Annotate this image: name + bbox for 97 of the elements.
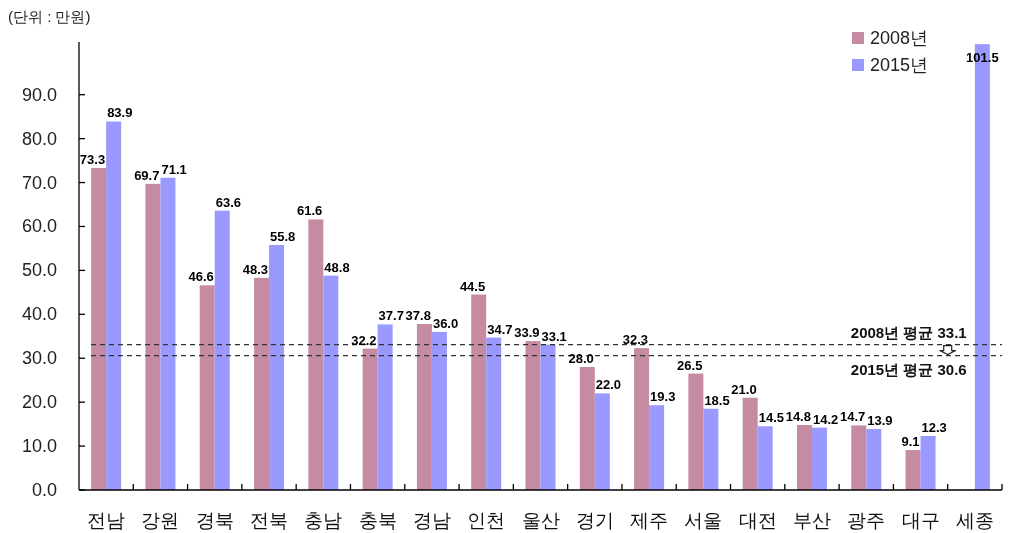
data-label: 33.9: [514, 325, 540, 341]
data-label: 14.8: [785, 409, 811, 424]
bar: [757, 426, 773, 490]
x-tick-label: 충남: [304, 510, 343, 531]
bar: [811, 427, 827, 490]
data-label: 9.1: [901, 434, 920, 450]
legend-label: 2008년: [870, 28, 929, 48]
data-label: 14.2: [812, 411, 839, 427]
bar: [145, 183, 161, 490]
legend-label: 2015년: [870, 55, 929, 75]
data-label: 12.3: [921, 419, 947, 435]
x-tick-label: 강원: [141, 510, 180, 531]
bar: [594, 393, 610, 490]
data-label: 61.6: [297, 203, 323, 219]
data-label: 14.5: [758, 410, 784, 426]
ref-line-label: 2015년 평균 30.6: [850, 360, 967, 378]
x-tick-label: 전남: [87, 510, 126, 531]
data-label: 18.5: [704, 392, 730, 408]
bar: [905, 450, 921, 490]
y-tick-label: 20.0: [21, 392, 57, 413]
data-label: 48.8: [324, 259, 350, 275]
data-label: 34.7: [487, 321, 513, 337]
bar: [308, 219, 324, 490]
data-label: 73.3: [79, 152, 106, 168]
bar: [703, 408, 719, 490]
y-tick-label: 80.0: [21, 128, 57, 149]
data-label: 28.0: [568, 351, 594, 367]
data-label: 63.6: [215, 194, 242, 210]
y-tick-label: 90.0: [21, 84, 57, 105]
bar: [851, 425, 867, 490]
bar: [214, 210, 230, 490]
x-tick-label: 대구: [901, 510, 940, 531]
x-tick-label: 광주: [847, 510, 886, 531]
data-label: 36.0: [432, 315, 459, 331]
y-tick-label: 10.0: [21, 436, 57, 457]
data-label: 83.9: [107, 105, 133, 121]
data-label: 13.9: [867, 412, 893, 428]
x-tick-label: 울산: [521, 510, 560, 531]
bar: [649, 405, 665, 490]
data-label: 21.0: [731, 381, 757, 397]
data-label: 33.1: [541, 328, 567, 344]
ref-line-label: 2008년 평균 33.1: [850, 323, 967, 341]
y-tick-label: 40.0: [21, 304, 57, 325]
bar: [579, 367, 595, 490]
data-label: 32.2: [351, 332, 377, 348]
data-label: 71.1: [161, 161, 187, 177]
bar: [254, 277, 270, 490]
data-label: 37.8: [405, 307, 431, 323]
bar: [796, 425, 812, 490]
data-label: 19.3: [650, 389, 676, 405]
data-label: 22.0: [595, 377, 622, 393]
bar: [377, 324, 393, 490]
y-tick-label: 60.0: [21, 216, 57, 237]
data-label: 46.6: [188, 269, 214, 285]
y-tick-label: 0.0: [31, 480, 57, 500]
y-axis-title: (단위 : 만원): [8, 8, 91, 25]
x-tick-label: 부산: [792, 510, 831, 531]
x-tick-label: 대전: [738, 510, 777, 531]
y-tick-label: 50.0: [21, 260, 57, 281]
bar: [742, 397, 758, 490]
data-label: 69.7: [134, 167, 160, 183]
bar: [688, 373, 704, 490]
data-label: 14.7: [839, 409, 866, 425]
bar: [160, 177, 176, 490]
x-tick-label: 서울: [684, 510, 723, 531]
bar: [920, 435, 936, 490]
data-label: 44.5: [459, 278, 486, 294]
bar: [486, 337, 502, 490]
y-tick-label: 70.0: [21, 172, 57, 193]
data-label: 32.3: [622, 332, 649, 348]
data-label: 48.3: [242, 261, 269, 277]
x-tick-label: 전북: [250, 510, 289, 531]
bar: [323, 275, 339, 490]
x-tick-label: 인천: [467, 510, 506, 531]
data-label: 55.8: [270, 228, 296, 244]
y-tick-label: 30.0: [21, 348, 57, 369]
data-label: 37.7: [378, 308, 404, 324]
bar: [866, 428, 882, 490]
bar: [416, 323, 432, 490]
bar: [525, 341, 541, 490]
bar: [634, 348, 650, 490]
x-tick-label: 충북: [358, 510, 397, 531]
x-tick-label: 경남: [412, 510, 451, 531]
bar: [106, 121, 122, 490]
bar: [91, 168, 107, 490]
data-label: 26.5: [677, 357, 703, 373]
bar: [269, 244, 285, 490]
bar: [540, 344, 556, 490]
x-tick-label: 경기: [575, 510, 614, 531]
x-tick-label: 세종: [955, 510, 994, 531]
bar: [362, 348, 378, 490]
bar: [471, 294, 487, 490]
bar: [431, 331, 447, 490]
x-tick-label: 제주: [630, 510, 669, 531]
data-label: 101.5: [966, 50, 999, 66]
bar: [199, 285, 215, 490]
x-tick-label: 경북: [195, 510, 234, 531]
